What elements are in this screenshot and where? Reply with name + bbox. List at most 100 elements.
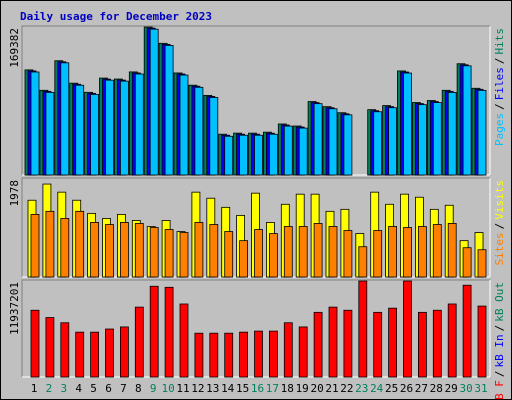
bar <box>105 224 114 278</box>
bar <box>239 331 249 378</box>
chart-title: Daily usage for December 2023 <box>20 10 212 23</box>
bar <box>462 247 472 278</box>
x-tick-label: 25 <box>385 382 398 395</box>
bar <box>45 317 55 378</box>
bar <box>90 222 99 278</box>
legend-separator: / <box>493 325 506 332</box>
bar <box>432 224 442 278</box>
bar <box>194 222 204 278</box>
bar <box>328 306 338 378</box>
bar <box>373 311 383 378</box>
x-tick-label: 22 <box>340 382 353 395</box>
bar <box>164 286 174 378</box>
bar <box>45 210 55 278</box>
x-tick-label: 2 <box>46 382 53 395</box>
bar <box>134 306 144 378</box>
bar <box>477 305 487 378</box>
bar <box>224 135 234 176</box>
bar <box>403 72 412 176</box>
bar <box>134 73 144 176</box>
x-tick-label: 17 <box>266 382 279 395</box>
bar <box>45 91 55 176</box>
bar <box>134 223 144 278</box>
legend-separator: / <box>493 58 506 65</box>
bar <box>60 218 70 278</box>
bar <box>432 102 442 176</box>
bar <box>358 280 368 378</box>
bar <box>164 229 174 278</box>
bar <box>313 311 323 378</box>
bar <box>224 231 234 278</box>
bar <box>328 226 338 278</box>
x-tick-label: 16 <box>251 382 264 395</box>
x-tick-label: 29 <box>445 382 458 395</box>
bar <box>239 240 249 278</box>
legend-entry: Sites <box>493 232 506 265</box>
x-tick-label: 11 <box>176 382 189 395</box>
x-tick-label: 30 <box>459 382 472 395</box>
bar <box>343 230 353 278</box>
bar <box>194 332 204 378</box>
bar <box>447 91 457 176</box>
y-tick-label: 1978 <box>8 180 21 207</box>
bar <box>462 284 472 378</box>
bar <box>358 246 368 278</box>
bar <box>373 230 383 278</box>
bar <box>90 94 99 176</box>
legend: kB F / kB In / kB Out <box>493 282 506 400</box>
legend-entry: Visits <box>493 180 506 220</box>
bar <box>447 303 457 378</box>
bar <box>313 223 323 278</box>
bar <box>268 233 278 278</box>
legend-entry: kB Out <box>493 282 506 322</box>
legend-entry: kB In <box>493 334 506 367</box>
bar <box>462 65 472 176</box>
bar <box>105 328 114 378</box>
legend-entry: Pages <box>493 113 506 146</box>
legend: Sites / Visits <box>493 180 506 266</box>
bar <box>268 330 278 378</box>
bar <box>209 97 219 176</box>
bar <box>75 331 85 378</box>
x-tick-label: 24 <box>370 382 384 395</box>
bar <box>209 224 219 278</box>
bar <box>90 331 99 378</box>
x-tick-label: 6 <box>105 382 112 395</box>
bar <box>149 28 159 176</box>
bar <box>60 322 70 378</box>
x-tick-label: 4 <box>75 382 82 395</box>
bar <box>403 280 412 378</box>
bar <box>30 309 40 378</box>
bar <box>149 227 159 278</box>
x-tick-label: 9 <box>150 382 157 395</box>
legend: Pages / Files / Hits <box>493 28 506 146</box>
bar <box>283 322 293 378</box>
bar <box>432 309 442 378</box>
x-tick-label: 28 <box>430 382 443 395</box>
bar <box>254 229 263 278</box>
bar <box>75 84 85 176</box>
bar <box>298 326 308 378</box>
x-tick-label: 12 <box>191 382 204 395</box>
bar <box>477 89 487 176</box>
x-tick-label: 5 <box>90 382 97 395</box>
legend-entry: Hits <box>493 28 506 55</box>
bar <box>388 226 398 278</box>
bar <box>403 227 412 278</box>
bar <box>298 226 308 278</box>
x-tick-label: 8 <box>135 382 142 395</box>
bar <box>477 249 487 278</box>
bar <box>373 111 383 176</box>
bar <box>179 74 189 176</box>
x-tick-label: 23 <box>355 382 368 395</box>
x-tick-label: 3 <box>60 382 67 395</box>
bar <box>254 134 263 176</box>
x-tick-label: 21 <box>325 382 338 395</box>
bar <box>254 330 263 378</box>
bar <box>417 104 427 176</box>
bar <box>179 303 189 378</box>
x-tick-label: 10 <box>161 382 174 395</box>
bar <box>105 79 114 176</box>
